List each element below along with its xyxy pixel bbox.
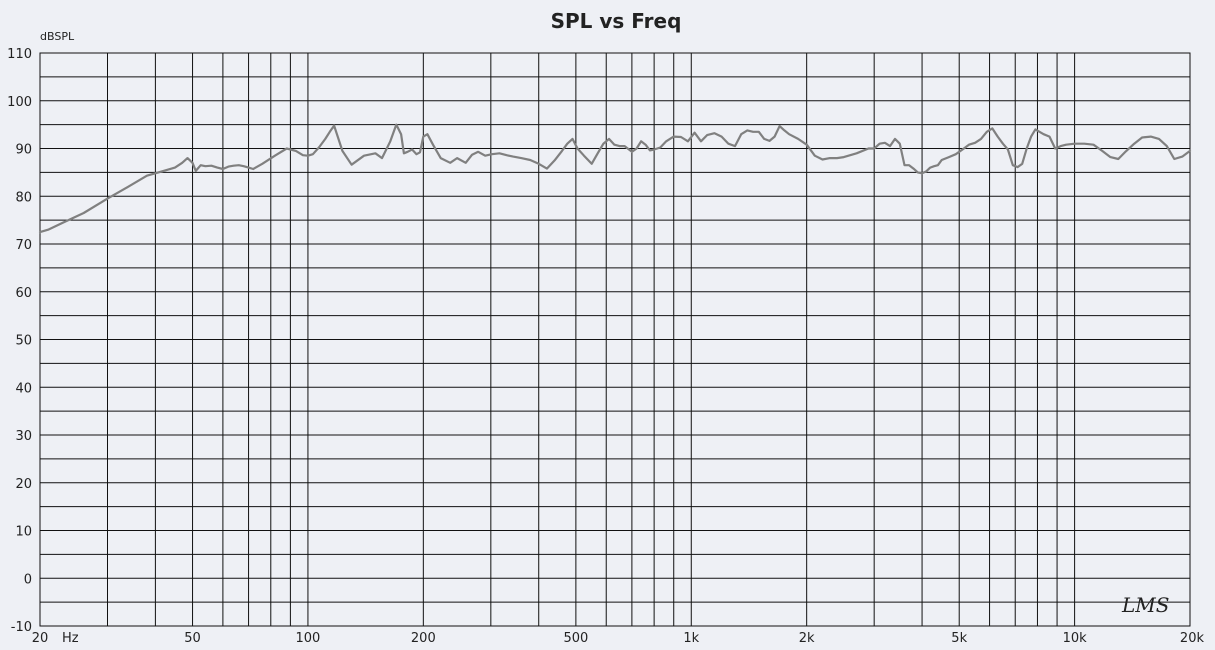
x-tick-label: 2k bbox=[799, 631, 815, 646]
y-tick-label: 50 bbox=[15, 334, 32, 349]
y-tick-label: 40 bbox=[15, 381, 32, 396]
x-tick-labels: 20 50 100 200 500 1k 2k 5k 10k 20k Hz bbox=[32, 631, 1205, 646]
spl-curve-series bbox=[38, 123, 1192, 234]
y-tick-label: 0 bbox=[24, 572, 32, 587]
y-tick-label: 80 bbox=[15, 190, 32, 205]
x-unit-label: Hz bbox=[62, 631, 79, 646]
x-tick-label: 10k bbox=[1063, 631, 1088, 646]
x-tick-label: 1k bbox=[683, 631, 699, 646]
y-tick-label: 110 bbox=[7, 47, 32, 62]
x-tick-label: 50 bbox=[184, 631, 201, 646]
y-tick-label: 10 bbox=[15, 525, 32, 540]
y-tick-label: 100 bbox=[7, 95, 32, 110]
x-tick-label: 20 bbox=[32, 631, 49, 646]
y-tick-label: 20 bbox=[15, 477, 32, 492]
x-tick-label: 500 bbox=[563, 631, 588, 646]
y-tick-label: 90 bbox=[15, 143, 32, 158]
x-tick-label: 200 bbox=[411, 631, 436, 646]
chart-title: SPL vs Freq bbox=[551, 9, 682, 33]
y-axis-label: dBSPL bbox=[40, 30, 75, 43]
x-tick-label: 20k bbox=[1180, 631, 1205, 646]
lms-logo: LMS bbox=[1121, 593, 1169, 617]
plot-frame bbox=[39, 52, 1191, 627]
y-tick-label: 30 bbox=[15, 429, 32, 444]
y-tick-label: 70 bbox=[15, 238, 32, 253]
y-tick-label: 60 bbox=[15, 286, 32, 301]
x-tick-label: 5k bbox=[951, 631, 967, 646]
x-tick-label: 100 bbox=[296, 631, 321, 646]
grid-lines bbox=[40, 53, 1190, 626]
y-tick-label: -10 bbox=[11, 620, 32, 635]
